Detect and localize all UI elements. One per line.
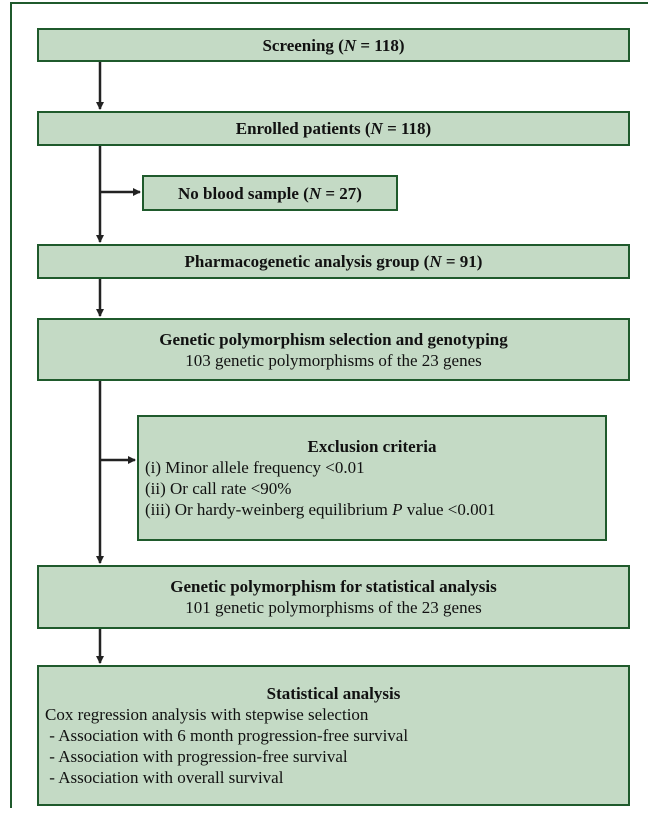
flow-box: Genetic polymorphism selection and genot… <box>37 318 630 381</box>
text-run: = 118) <box>356 35 405 55</box>
text-run: 101 genetic polymorphisms of the 23 gene… <box>185 598 482 617</box>
text-run: value <0.001 <box>402 500 496 519</box>
text-run: (iii) Or hardy-weinberg equilibrium <box>145 500 393 519</box>
box-line: 103 genetic polymorphisms of the 23 gene… <box>45 350 622 371</box>
text-run: No blood sample ( <box>178 183 309 203</box>
text-run: P <box>392 500 403 519</box>
box-title: Enrolled patients (N = 118) <box>45 118 622 139</box>
text-run: N <box>343 35 357 55</box>
flow-box: Screening (N = 118) <box>37 28 630 62</box>
box-title: No blood sample (N = 27) <box>150 183 390 204</box>
text-run: N <box>429 252 442 271</box>
box-title: Statistical analysis <box>45 683 622 704</box>
box-line: - Association with overall survival <box>45 767 622 788</box>
flow-box: Exclusion criteria (i) Minor allele frequ… <box>137 415 607 541</box>
text-run: - Association with 6 month progression-f… <box>45 726 409 745</box>
box-title: Genetic polymorphism for statistical ana… <box>45 576 622 597</box>
box-line: (iii) Or hardy-weinberg equilibrium P va… <box>145 499 599 520</box>
box-line: (i) Minor allele frequency <0.01 <box>145 457 599 478</box>
text-run: Genetic polymorphism for statistical ana… <box>170 577 497 596</box>
flow-box: Statistical analysis Cox regression analy… <box>37 665 630 806</box>
box-title: Exclusion criteria <box>145 436 599 457</box>
text-run: Exclusion criteria <box>307 437 437 456</box>
text-run: Screening ( <box>262 35 344 55</box>
flow-box: Genetic polymorphism for statistical ana… <box>37 565 630 629</box>
text-run: = 91) <box>441 252 483 271</box>
text-run: - Association with progression-free surv… <box>45 747 348 766</box>
text-run: N <box>308 183 322 203</box>
flow-box: Enrolled patients (N = 118) <box>37 111 630 146</box>
flow-box: No blood sample (N = 27) <box>142 175 398 211</box>
box-line: 101 genetic polymorphisms of the 23 gene… <box>45 597 622 618</box>
text-run: = 118) <box>382 119 432 138</box>
box-line: - Association with 6 month progression-f… <box>45 725 622 746</box>
frame <box>10 2 648 808</box>
flow-box: Pharmacogenetic analysis group (N = 91) <box>37 244 630 279</box>
text-run: = 27) <box>321 183 362 203</box>
box-title: Screening (N = 118) <box>45 35 622 56</box>
text-run: N <box>370 119 383 138</box>
text-run: 103 genetic polymorphisms of the 23 gene… <box>185 350 482 370</box>
text-run: Pharmacogenetic analysis group ( <box>184 252 430 271</box>
text-run: (i) Minor allele frequency <0.01 <box>145 458 365 477</box>
box-line: Cox regression analysis with stepwise se… <box>45 704 622 725</box>
text-run: Genetic polymorphism selection and genot… <box>159 329 508 349</box>
box-title: Pharmacogenetic analysis group (N = 91) <box>45 251 622 272</box>
text-run: (ii) Or call rate <90% <box>145 479 292 498</box>
box-title: Genetic polymorphism selection and genot… <box>45 329 622 350</box>
text-run: Cox regression analysis with stepwise se… <box>45 705 369 724</box>
text-run: Statistical analysis <box>266 684 401 703</box>
text-run: - Association with overall survival <box>45 768 284 787</box>
box-line: - Association with progression-free surv… <box>45 746 622 767</box>
box-line: (ii) Or call rate <90% <box>145 478 599 499</box>
text-run: Enrolled patients ( <box>235 119 371 138</box>
